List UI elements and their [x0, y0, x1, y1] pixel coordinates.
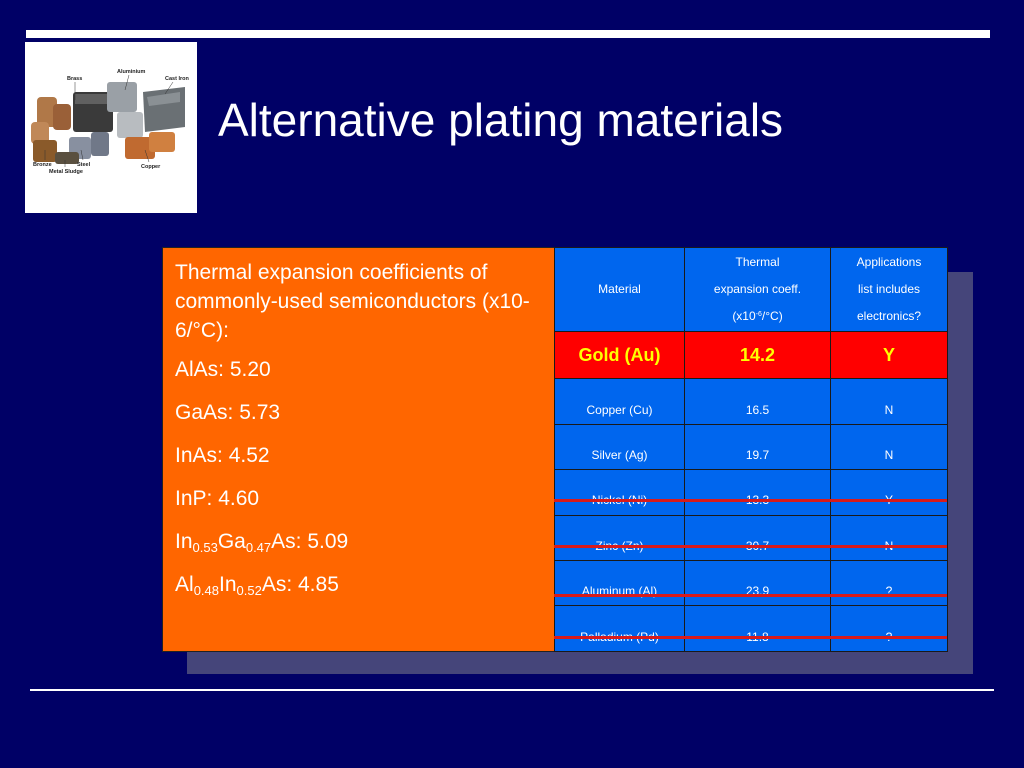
header-applications: Applications list includes electronics? — [830, 247, 948, 332]
coefficient-item: InAs: 4.52 — [175, 444, 270, 467]
metals-photo-drawing: Brass Aluminium Cast Iron Bronze Steel C… — [25, 42, 197, 213]
cell-apps: Y — [830, 330, 948, 380]
photo-label-metal-sludge: Metal Sludge — [49, 169, 83, 175]
element-symbol: In — [175, 530, 193, 553]
cell-apps: ? — [830, 605, 948, 652]
metals-photo: Brass Aluminium Cast Iron Bronze Steel C… — [25, 42, 197, 213]
cell-apps: Y — [830, 469, 948, 516]
table-row: Palladium (Pd) 11.8 ? — [554, 605, 948, 652]
top-rule — [26, 30, 990, 38]
coefficient-item: In0.53Ga0.47As: 5.09 — [175, 527, 546, 556]
slide-title: Alternative plating materials — [218, 94, 784, 146]
photo-label-bronze: Bronze — [33, 162, 52, 168]
photo-label-steel: Steel — [77, 162, 91, 168]
cell-material: Palladium (Pd) — [554, 605, 685, 652]
photo-label-aluminium: Aluminium — [117, 69, 146, 75]
cell-material: Aluminum (Al) — [554, 560, 685, 607]
table-header-row: Material Thermal expansion coeff. (x10-6/°… — [554, 247, 948, 332]
cell-apps: ? — [830, 560, 948, 607]
cell-apps: N — [830, 378, 948, 425]
table-row: Zinc (Zn) 30.7 N — [554, 514, 948, 562]
cell-apps: N — [830, 423, 948, 471]
cell-coeff: 16.5 — [684, 378, 831, 425]
element-subscript: 0.47 — [245, 540, 272, 555]
coefficient-item: InP: 4.60 — [175, 487, 260, 510]
element-subscript: 0.52 — [236, 583, 262, 598]
cell-material: Gold (Au) — [554, 330, 685, 380]
coefficient-item: GaAs: 5.73 — [175, 401, 281, 424]
table-row: Nickel (Ni) 13.3 Y — [554, 469, 948, 516]
table-row: Copper (Cu) 16.5 N — [554, 378, 948, 425]
cell-material: Nickel (Ni) — [554, 469, 685, 516]
cell-coeff: 30.7 — [684, 514, 831, 562]
cell-apps: N — [830, 514, 948, 562]
strikethrough-line-zinc — [554, 545, 947, 548]
semiconductor-coefficients-box: Thermal expansion coefficients of common… — [162, 247, 555, 652]
plating-materials-table: Material Thermal expansion coeff. (x10-6/°… — [554, 247, 948, 652]
header-material: Material — [554, 247, 685, 332]
strikethrough-line-nickel — [554, 499, 947, 502]
strikethrough-line-aluminum — [554, 594, 947, 597]
cell-coeff: 19.7 — [684, 423, 831, 471]
strikethrough-line-palladium — [554, 636, 947, 639]
element-symbol: Al — [175, 573, 194, 596]
photo-label-copper: Copper — [141, 164, 161, 170]
element-value: As: 5.09 — [271, 530, 349, 553]
photo-label-cast-iron: Cast Iron — [165, 76, 189, 82]
cell-coeff: 14.2 — [684, 330, 831, 380]
cell-coeff: 11.8 — [684, 605, 831, 652]
table-row: Aluminum (Al) 23.9 ? — [554, 560, 948, 607]
cell-coeff: 13.3 — [684, 469, 831, 516]
element-subscript: 0.53 — [192, 540, 218, 555]
cell-material: Silver (Ag) — [554, 423, 685, 471]
element-subscript: 0.48 — [193, 583, 219, 598]
header-thermal-coeff: Thermal expansion coeff. (x10-6/°C) — [684, 247, 831, 332]
coefficients-intro: Thermal expansion coefficients of common… — [175, 261, 530, 342]
cell-material: Copper (Cu) — [554, 378, 685, 425]
coefficient-item: Al0.48In0.52As: 4.85 — [175, 570, 546, 599]
coefficient-item: AlAs: 5.20 — [175, 358, 271, 381]
element-value: As: 4.85 — [261, 573, 339, 596]
table-row-gold: Gold (Au) 14.2 Y — [554, 330, 948, 380]
table-row: Silver (Ag) 19.7 N — [554, 423, 948, 471]
cell-material: Zinc (Zn) — [554, 514, 685, 562]
photo-label-brass: Brass — [67, 76, 82, 82]
bottom-rule — [30, 689, 994, 691]
element-symbol: In — [219, 573, 237, 596]
element-symbol: Ga — [217, 530, 246, 553]
cell-coeff: 23.9 — [684, 560, 831, 607]
